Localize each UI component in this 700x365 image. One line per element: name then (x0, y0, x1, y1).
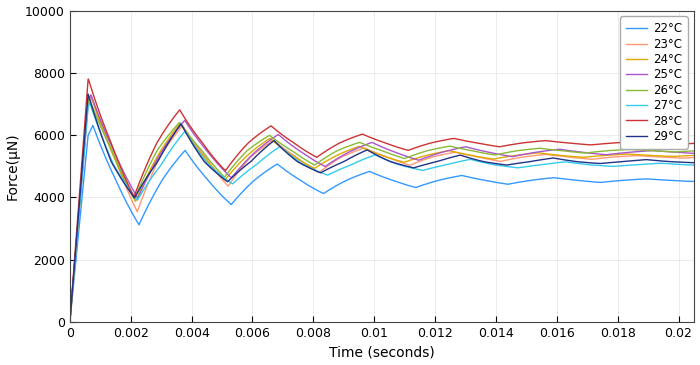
22°C (333, 183, 342, 188)
22°C (89, 123, 97, 128)
27°C (640, 162, 648, 166)
27°C (333, 169, 342, 173)
28°C (66, 320, 74, 324)
X-axis label: Time (seconds): Time (seconds) (329, 345, 435, 360)
Y-axis label: Force(μN): Force(μN) (6, 132, 20, 200)
24°C (328, 156, 336, 160)
28°C (362, 134, 370, 138)
23°C (88, 96, 96, 100)
29°C (519, 160, 527, 165)
29°C (333, 162, 342, 167)
23°C (66, 320, 74, 324)
25°C (671, 150, 679, 154)
22°C (328, 186, 336, 190)
22°C (640, 177, 648, 181)
Line: 27°C: 27°C (70, 103, 694, 322)
28°C (84, 77, 92, 81)
27°C (328, 171, 336, 175)
26°C (640, 148, 648, 153)
Line: 23°C: 23°C (70, 98, 694, 322)
27°C (362, 156, 370, 160)
25°C (328, 160, 336, 164)
Line: 28°C: 28°C (70, 79, 694, 322)
28°C (690, 141, 698, 146)
27°C (519, 165, 527, 169)
26°C (690, 149, 698, 153)
Line: 25°C: 25°C (70, 95, 694, 322)
28°C (640, 140, 648, 144)
26°C (328, 151, 336, 156)
29°C (640, 158, 648, 162)
Line: 24°C: 24°C (70, 95, 694, 322)
29°C (671, 160, 679, 164)
26°C (519, 148, 527, 152)
24°C (671, 154, 679, 158)
23°C (328, 161, 336, 165)
25°C (66, 320, 74, 324)
23°C (671, 155, 679, 160)
27°C (66, 320, 74, 324)
23°C (519, 155, 527, 159)
25°C (640, 149, 648, 153)
26°C (66, 320, 74, 324)
27°C (85, 101, 94, 105)
24°C (333, 153, 342, 158)
25°C (87, 93, 95, 97)
26°C (333, 149, 342, 153)
Line: 26°C: 26°C (70, 99, 694, 322)
24°C (66, 320, 74, 324)
25°C (362, 142, 370, 147)
28°C (333, 142, 342, 146)
27°C (690, 163, 698, 167)
23°C (362, 147, 370, 151)
22°C (519, 179, 527, 184)
25°C (690, 151, 698, 155)
28°C (519, 141, 527, 145)
23°C (690, 155, 698, 160)
Line: 22°C: 22°C (70, 126, 694, 322)
23°C (640, 154, 648, 158)
24°C (362, 147, 370, 152)
26°C (85, 97, 94, 101)
25°C (333, 157, 342, 161)
29°C (362, 148, 370, 153)
29°C (66, 320, 74, 324)
28°C (328, 145, 336, 149)
23°C (333, 158, 342, 162)
22°C (66, 320, 74, 324)
29°C (690, 161, 698, 165)
22°C (362, 170, 370, 174)
22°C (690, 179, 698, 184)
29°C (84, 92, 92, 96)
29°C (328, 165, 336, 169)
26°C (671, 150, 679, 154)
22°C (671, 178, 679, 183)
24°C (690, 153, 698, 158)
28°C (671, 142, 679, 146)
24°C (640, 153, 648, 157)
Legend: 22°C, 23°C, 24°C, 25°C, 26°C, 27°C, 28°C, 29°C: 22°C, 23°C, 24°C, 25°C, 26°C, 27°C, 28°C… (620, 16, 688, 149)
27°C (671, 162, 679, 166)
Line: 29°C: 29°C (70, 94, 694, 322)
24°C (519, 152, 527, 157)
24°C (87, 93, 95, 97)
25°C (519, 152, 527, 157)
26°C (362, 143, 370, 147)
